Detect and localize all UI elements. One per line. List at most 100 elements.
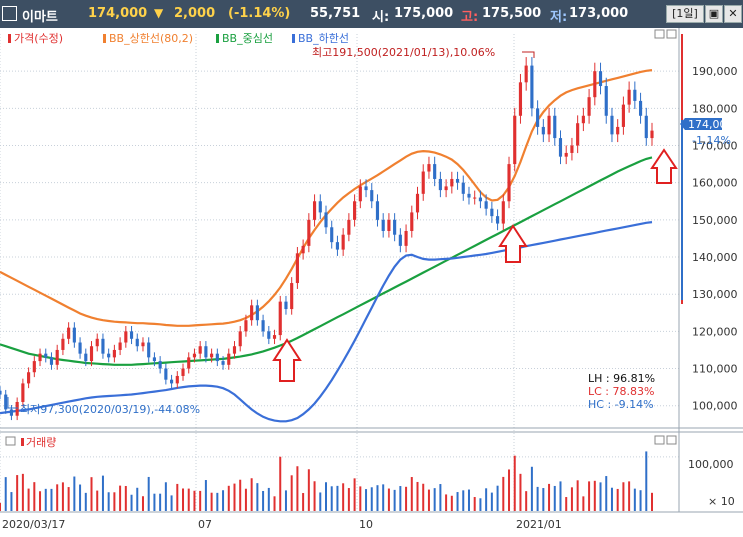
candle-body — [410, 212, 414, 231]
candle-body — [524, 65, 528, 83]
legend-volume-swatch — [21, 438, 24, 446]
candle-body — [232, 346, 237, 354]
volume-bar — [256, 483, 259, 511]
candle-body — [581, 115, 585, 124]
high-label: 고: — [461, 10, 479, 25]
volume-bar — [44, 488, 47, 511]
volume-bar — [233, 483, 236, 511]
close-icon[interactable]: ✕ — [724, 5, 742, 23]
candle-body — [393, 219, 397, 235]
lh-value: LH : 96.81% — [588, 372, 655, 385]
candle-body — [284, 301, 288, 310]
candle-body — [438, 178, 442, 191]
candle-body — [72, 327, 76, 343]
volume-bar — [204, 480, 207, 511]
candle-body — [221, 361, 225, 365]
volume-bar — [267, 487, 270, 511]
price-change: 2,000 — [174, 6, 216, 21]
price-tag-value: 174,000 — [688, 118, 734, 131]
volume-bar — [56, 484, 59, 511]
volume-tick: 100,000 — [688, 458, 734, 471]
candle-body — [27, 372, 31, 384]
volume-bar — [536, 486, 539, 511]
period-button[interactable]: [1일] — [666, 5, 704, 23]
candle-body — [124, 331, 128, 343]
max-arrow-icon — [522, 51, 535, 58]
panel-max-icon[interactable] — [654, 29, 665, 39]
candle-body — [135, 338, 139, 347]
volume-bar — [393, 489, 396, 511]
maximize-icon[interactable]: ▣ — [705, 5, 723, 23]
candle-body — [187, 357, 191, 369]
volume-bar — [405, 486, 408, 511]
legend-upper: BB_상한선(80,2) — [109, 32, 193, 45]
candle-body — [473, 197, 477, 199]
window-box-icon[interactable] — [2, 6, 17, 21]
volume-bar — [365, 489, 368, 511]
candle-body — [78, 342, 82, 354]
volume-bar — [525, 491, 528, 511]
candle-body — [461, 182, 465, 194]
panel-close-icon[interactable] — [666, 29, 677, 39]
candle-body — [295, 253, 299, 284]
volume-bar — [433, 488, 436, 511]
volume-bar — [302, 493, 305, 511]
volume-bar — [239, 479, 242, 511]
candle-body — [38, 353, 42, 362]
x-axis: 2020/03/17 07 10 2021/01 — [2, 518, 562, 531]
volume-close-icon[interactable] — [666, 435, 677, 445]
candle-body — [650, 130, 654, 139]
volume-bar — [616, 488, 619, 511]
y-tick-label: 120,000 — [692, 325, 738, 338]
candles — [0, 57, 654, 421]
volume-bar — [61, 482, 64, 511]
volume-bar — [427, 489, 430, 511]
volume-bar — [4, 477, 7, 511]
legend-volume: 거래량 — [26, 436, 56, 449]
volume-bar — [182, 488, 185, 511]
volume-bar — [73, 476, 76, 511]
candle-body — [238, 331, 242, 347]
volume-bar — [439, 484, 442, 511]
candle-body — [341, 234, 345, 250]
volume-bar — [193, 490, 196, 511]
candle-body — [433, 164, 437, 179]
candle-body — [44, 353, 48, 358]
candle-body — [330, 227, 334, 243]
candle-body — [0, 390, 2, 395]
volume-bar — [410, 477, 413, 511]
lc-value: LC : 78.83% — [588, 385, 654, 398]
volume-bar — [319, 492, 322, 511]
volume-bar — [628, 481, 631, 511]
candle-body — [598, 71, 603, 87]
volume-bar — [176, 483, 179, 511]
candle-body — [530, 65, 534, 109]
volume-bar — [382, 484, 385, 511]
candle-body — [324, 212, 328, 228]
legend-upper-swatch — [103, 34, 106, 43]
candle-body — [181, 368, 185, 376]
candle-body — [192, 353, 197, 358]
volume-box-icon[interactable] — [5, 436, 16, 446]
volume-bar — [553, 485, 556, 511]
candle-body — [616, 126, 620, 135]
stock-name: 이마트 — [22, 10, 58, 25]
chart-header: 이마트 174,000 ▼ 2,000 (-1.14%) 55,751 시: 1… — [0, 0, 743, 28]
volume-bar — [376, 485, 379, 511]
volume-multiplier: × 10 — [708, 495, 735, 508]
volume-bar — [153, 493, 156, 511]
volume-bar — [21, 473, 24, 511]
candle-body — [507, 164, 511, 202]
hc-value: HC : -9.14% — [588, 398, 654, 411]
candle-body — [638, 100, 643, 116]
candle-body — [250, 305, 254, 321]
candle-body — [312, 201, 317, 220]
candle-body — [547, 115, 551, 135]
candle-body — [421, 171, 425, 194]
price-tag — [680, 118, 722, 130]
volume-bar — [164, 482, 167, 511]
volume-max-icon[interactable] — [654, 435, 665, 445]
candle-body — [129, 331, 134, 339]
candle-body — [347, 219, 351, 235]
